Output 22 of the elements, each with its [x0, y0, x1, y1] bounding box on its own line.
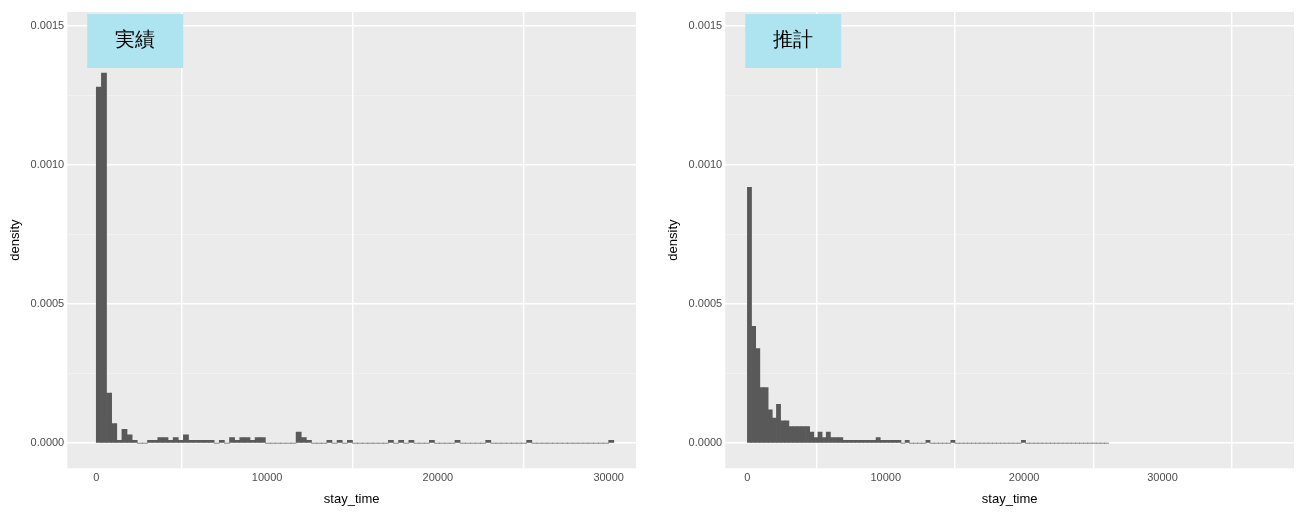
- y-tick-label: 0.0010: [688, 158, 723, 171]
- annotation: 推計: [773, 27, 814, 52]
- y-tick-label: 0.0005: [30, 297, 65, 310]
- x-tick-label: 0: [93, 470, 100, 483]
- x-tick-label: 20000: [1008, 470, 1040, 483]
- x-axis-title: stay_time: [323, 490, 380, 506]
- x-tick-label: 10000: [870, 470, 902, 483]
- y-tick-label: 0.0005: [688, 297, 723, 310]
- x-tick-label: 0: [744, 470, 751, 483]
- y-tick-label: 0.0010: [30, 158, 65, 171]
- y-tick-label: 0.0000: [30, 436, 65, 449]
- x-tick-label: 20000: [422, 470, 454, 483]
- x-tick-label: 30000: [1147, 470, 1178, 483]
- y-tick-label: 0.0015: [30, 18, 65, 31]
- x-tick-label: 10000: [251, 470, 283, 483]
- y-axis-title: density: [7, 219, 23, 261]
- x-axis-title: stay_time: [981, 490, 1038, 506]
- y-tick-label: 0.0015: [688, 18, 723, 31]
- y-axis-title: density: [665, 219, 681, 261]
- annotation: 実績: [115, 27, 156, 52]
- y-tick-label: 0.0000: [688, 436, 723, 449]
- x-tick-label: 30000: [593, 470, 624, 483]
